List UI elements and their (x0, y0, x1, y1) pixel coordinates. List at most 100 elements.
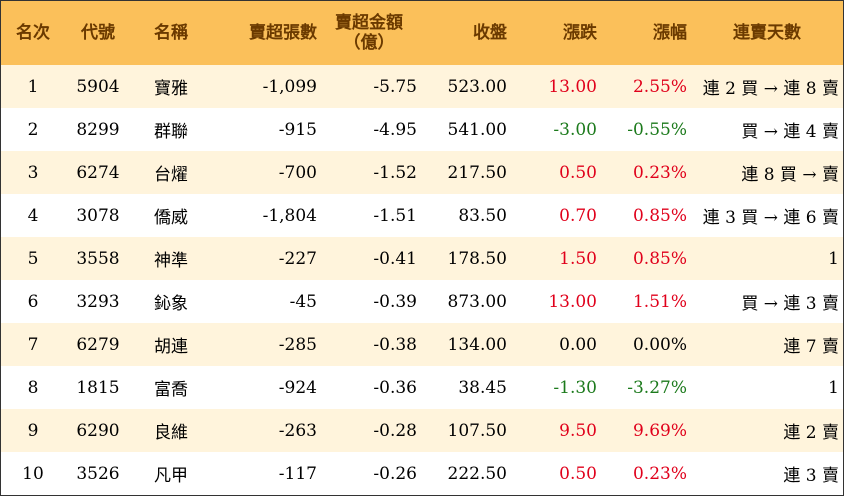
cell-change: 0.00 (559, 334, 597, 355)
table-row: 2 8299 群聯 -915 -4.95 541.00 -3.00 -0.55% 買 → 連 4… (1, 108, 843, 151)
table-row: 6 3293 鈊象 -45 -0.39 873.00 13.00 1.51% 買 → 連 3 賣 (1, 280, 843, 323)
cell-sell-days: 連 8 買 → 賣 (741, 165, 839, 185)
cell-name: 僑威 (154, 208, 188, 228)
cell-change: 0.70 (559, 205, 597, 226)
cell-close: 217.50 (447, 162, 507, 183)
cell-sell-amount: -1.52 (373, 162, 417, 183)
cell-code: 3526 (76, 463, 120, 484)
cell-code: 6274 (76, 162, 120, 183)
cell-code: 3293 (76, 291, 120, 312)
cell-rank: 7 (27, 334, 39, 355)
cell-sell-shares: -1,099 (262, 76, 317, 97)
cell-code: 3078 (76, 205, 120, 226)
cell-sell-shares: -263 (278, 420, 317, 441)
cell-change: 13.00 (548, 76, 597, 97)
cell-change-pct: -0.55% (627, 119, 687, 140)
cell-code: 8299 (76, 119, 120, 140)
cell-sell-days: 買 → 連 4 賣 (741, 122, 839, 142)
cell-close: 178.50 (447, 248, 507, 269)
cell-rank: 10 (22, 463, 44, 484)
cell-rank: 9 (27, 420, 39, 441)
table-row: 7 6279 胡連 -285 -0.38 134.00 0.00 0.00% 連 7 賣 (1, 323, 843, 366)
cell-code: 6290 (76, 420, 120, 441)
cell-rank: 2 (27, 119, 39, 140)
cell-rank: 3 (27, 162, 39, 183)
cell-close: 107.50 (447, 420, 507, 441)
header-code: 代號 (81, 23, 115, 43)
cell-rank: 5 (27, 248, 39, 269)
header-row: 名次 代號 名稱 賣超張數 賣超金額 （億） 收盤 漲跌 漲幅 連賣天數 (1, 1, 843, 65)
cell-close: 134.00 (447, 334, 507, 355)
cell-change: 9.50 (559, 420, 597, 441)
cell-close: 523.00 (447, 76, 507, 97)
cell-sell-amount: -0.38 (373, 334, 417, 355)
cell-change-pct: 0.23% (632, 162, 687, 183)
header-sell-amount: 賣超金額 （億） (321, 1, 421, 65)
cell-name: 神準 (154, 251, 188, 271)
cell-sell-amount: -4.95 (373, 119, 417, 140)
cell-code: 6279 (76, 334, 120, 355)
cell-change-pct: 0.85% (632, 205, 687, 226)
cell-sell-days: 1 (828, 377, 839, 398)
cell-name: 台燿 (154, 165, 188, 185)
cell-name: 凡甲 (154, 466, 188, 486)
cell-change: 1.50 (559, 248, 597, 269)
cell-sell-days: 連 2 買 → 連 8 賣 (702, 79, 839, 99)
cell-close: 873.00 (447, 291, 507, 312)
cell-close: 222.50 (447, 463, 507, 484)
cell-sell-shares: -1,804 (262, 205, 317, 226)
cell-change-pct: 9.69% (632, 420, 687, 441)
cell-code: 5904 (76, 76, 120, 97)
cell-sell-days: 連 3 賣 (783, 466, 839, 486)
header-sell-shares: 賣超張數 (249, 23, 317, 43)
table-row: 5 3558 神準 -227 -0.41 178.50 1.50 0.85% 1 (1, 237, 843, 280)
table-row: 8 1815 富喬 -924 -0.36 38.45 -1.30 -3.27% 1 (1, 366, 843, 409)
cell-change-pct: 0.23% (632, 463, 687, 484)
cell-name: 群聯 (154, 122, 188, 142)
cell-change-pct: 2.55% (632, 76, 687, 97)
table-body: 1 5904 寶雅 -1,099 -5.75 523.00 13.00 2.55% 連 2 買 … (1, 65, 843, 495)
header-rank: 名次 (16, 23, 50, 43)
cell-sell-shares: -117 (278, 463, 317, 484)
table-row: 3 6274 台燿 -700 -1.52 217.50 0.50 0.23% 連 8 買 → 賣 (1, 151, 843, 194)
cell-sell-amount: -0.28 (373, 420, 417, 441)
cell-name: 寶雅 (154, 79, 188, 99)
cell-change: 0.50 (559, 162, 597, 183)
cell-sell-shares: -227 (278, 248, 317, 269)
cell-change: 13.00 (548, 291, 597, 312)
cell-sell-amount: -0.39 (373, 291, 417, 312)
cell-sell-shares: -700 (278, 162, 317, 183)
cell-name: 胡連 (154, 337, 188, 357)
cell-rank: 8 (27, 377, 39, 398)
header-sell-amount-unit: （億） (343, 33, 395, 53)
header-name: 名稱 (154, 23, 188, 43)
table-row: 1 5904 寶雅 -1,099 -5.75 523.00 13.00 2.55% 連 2 買 … (1, 65, 843, 108)
cell-sell-shares: -924 (278, 377, 317, 398)
cell-change: -1.30 (553, 377, 597, 398)
cell-change: -3.00 (553, 119, 597, 140)
cell-sell-amount: -1.51 (373, 205, 417, 226)
cell-sell-amount: -0.41 (373, 248, 417, 269)
cell-sell-days: 買 → 連 3 賣 (741, 294, 839, 314)
cell-rank: 4 (27, 205, 39, 226)
cell-rank: 1 (27, 76, 39, 97)
cell-change-pct: 0.85% (632, 248, 687, 269)
table-row: 10 3526 凡甲 -117 -0.26 222.50 0.50 0.23% 連 3 賣 (1, 452, 843, 495)
cell-close: 38.45 (458, 377, 507, 398)
header-close: 收盤 (473, 23, 507, 43)
cell-close: 541.00 (447, 119, 507, 140)
cell-sell-shares: -285 (278, 334, 317, 355)
header-change: 漲跌 (563, 23, 597, 43)
cell-change: 0.50 (559, 463, 597, 484)
table-row: 9 6290 良維 -263 -0.28 107.50 9.50 9.69% 連 2 賣 (1, 409, 843, 452)
cell-sell-days: 1 (828, 248, 839, 269)
cell-close: 83.50 (458, 205, 507, 226)
cell-sell-shares: -915 (278, 119, 317, 140)
cell-sell-days: 連 7 賣 (783, 337, 839, 357)
header-change-pct: 漲幅 (653, 23, 687, 43)
cell-name: 鈊象 (154, 294, 188, 314)
cell-rank: 6 (27, 291, 39, 312)
cell-sell-days: 連 2 賣 (783, 423, 839, 443)
cell-sell-amount: -0.26 (373, 463, 417, 484)
